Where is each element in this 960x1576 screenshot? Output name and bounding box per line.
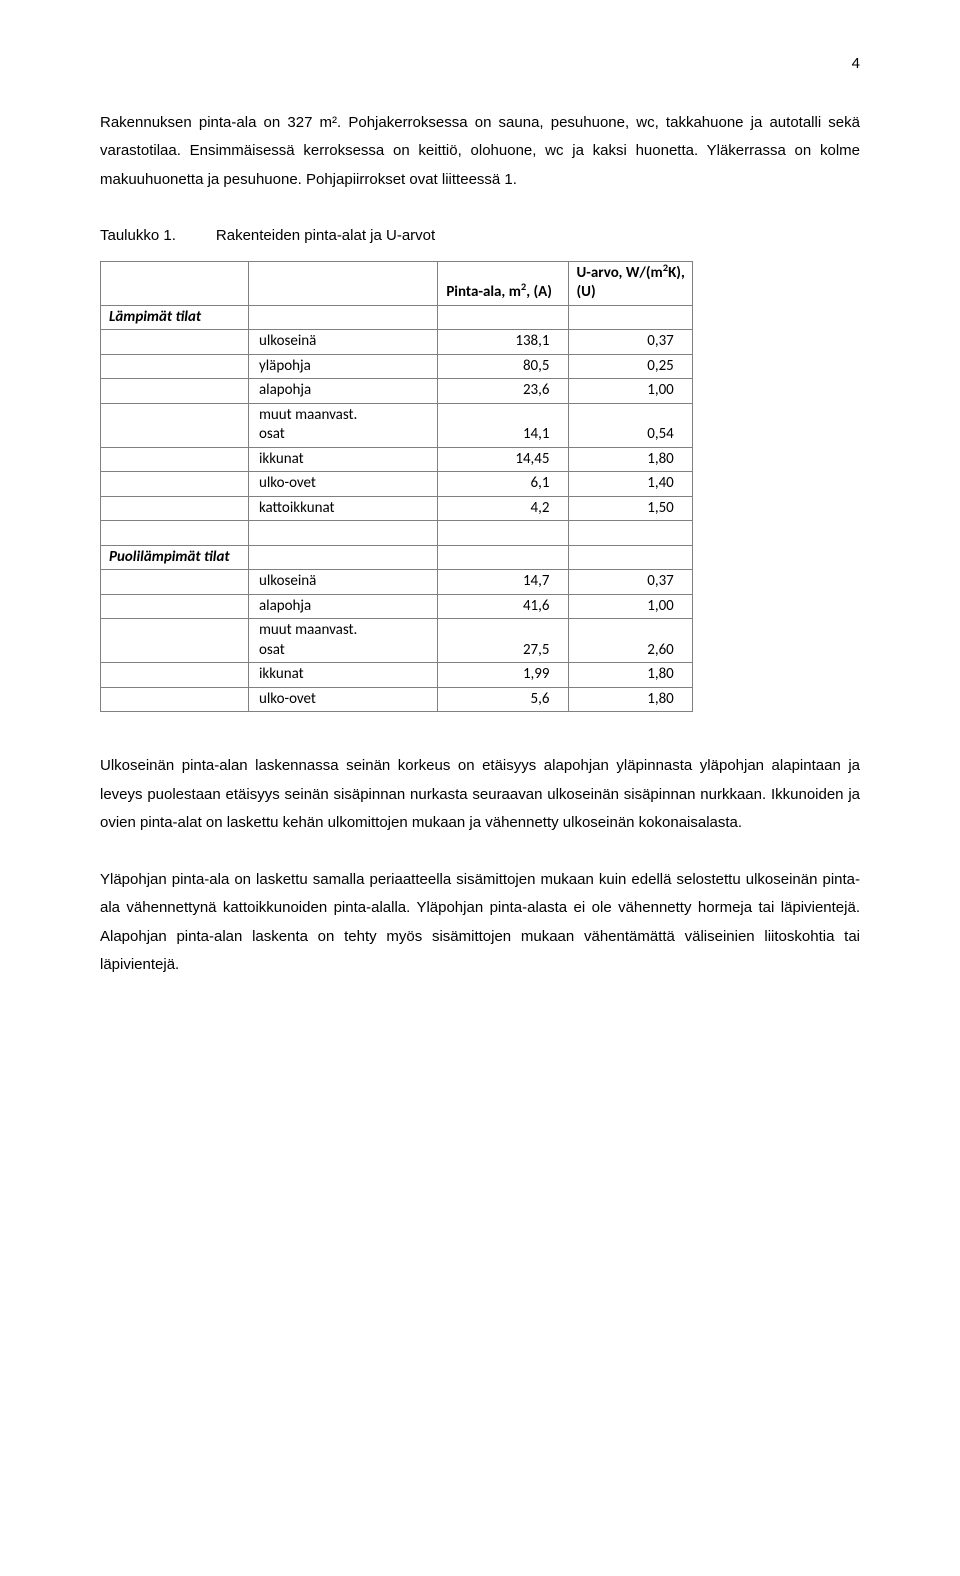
row-area: 138,1 (438, 330, 568, 355)
row-area: 14,45 (438, 447, 568, 472)
row-area: 6,1 (438, 472, 568, 497)
table-row: kattoikkunat 4,2 1,50 (101, 496, 693, 521)
table-row: ulko-ovet 6,1 1,40 (101, 472, 693, 497)
paragraph-wall-area: Ulkoseinän pinta-alan laskennassa seinän… (100, 752, 860, 838)
table-header-row: Pinta-ala, m2, (A) U-arvo, W/(m2K), (U) (101, 261, 693, 305)
row-area: 1,99 (438, 663, 568, 688)
table-row: alapohja 23,6 1,00 (101, 379, 693, 404)
header-empty (248, 261, 437, 305)
page-number: 4 (100, 50, 860, 79)
table-caption-label: Taulukko 1. (100, 227, 176, 244)
row-label: kattoikkunat (248, 496, 437, 521)
row-u: 0,25 (568, 354, 692, 379)
table-row: alapohja 41,6 1,00 (101, 594, 693, 619)
header-empty (101, 261, 249, 305)
paragraph-ceiling-area: Yläpohjan pinta-ala on laskettu samalla … (100, 866, 860, 980)
row-u: 1,80 (568, 447, 692, 472)
row-u: 2,60 (568, 619, 692, 663)
row-area: 14,1 (438, 403, 568, 447)
row-area: 80,5 (438, 354, 568, 379)
row-label: ulko-ovet (248, 687, 437, 712)
row-label: ikkunat (248, 663, 437, 688)
row-u: 1,00 (568, 379, 692, 404)
row-label: ulkoseinä (248, 330, 437, 355)
row-area: 41,6 (438, 594, 568, 619)
row-area: 23,6 (438, 379, 568, 404)
row-area: 5,6 (438, 687, 568, 712)
row-u: 0,54 (568, 403, 692, 447)
intro-paragraph: Rakennuksen pinta-ala on 327 m². Pohjake… (100, 109, 860, 195)
row-label: ikkunat (248, 447, 437, 472)
row-area: 4,2 (438, 496, 568, 521)
section-label: Lämpimät tilat (101, 305, 249, 330)
row-label: muut maanvast.osat (248, 403, 437, 447)
row-label: ulkoseinä (248, 570, 437, 595)
table-caption: Taulukko 1. Rakenteiden pinta-alat ja U-a… (100, 222, 860, 251)
table-row: yläpohja 80,5 0,25 (101, 354, 693, 379)
spacer-row (101, 521, 693, 546)
table-row: muut maanvast.osat 14,1 0,54 (101, 403, 693, 447)
section-label: Puolilämpimät tilat (101, 545, 249, 570)
row-label: alapohja (248, 379, 437, 404)
table-row: ikkunat 14,45 1,80 (101, 447, 693, 472)
row-u: 1,80 (568, 687, 692, 712)
row-label: alapohja (248, 594, 437, 619)
header-area: Pinta-ala, m2, (A) (438, 261, 568, 305)
table-row: ikkunat 1,99 1,80 (101, 663, 693, 688)
table-row: ulko-ovet 5,6 1,80 (101, 687, 693, 712)
structures-table: Pinta-ala, m2, (A) U-arvo, W/(m2K), (U) … (100, 261, 693, 713)
table-row: muut maanvast.osat 27,5 2,60 (101, 619, 693, 663)
section-row: Lämpimät tilat (101, 305, 693, 330)
row-u: 1,80 (568, 663, 692, 688)
row-u: 1,40 (568, 472, 692, 497)
row-u: 0,37 (568, 330, 692, 355)
table-row: ulkoseinä 14,7 0,37 (101, 570, 693, 595)
table-row: ulkoseinä 138,1 0,37 (101, 330, 693, 355)
row-u: 1,50 (568, 496, 692, 521)
row-u: 0,37 (568, 570, 692, 595)
row-area: 14,7 (438, 570, 568, 595)
table-caption-text: Rakenteiden pinta-alat ja U-arvot (216, 227, 435, 244)
row-u: 1,00 (568, 594, 692, 619)
row-label: muut maanvast.osat (248, 619, 437, 663)
row-label: ulko-ovet (248, 472, 437, 497)
row-label: yläpohja (248, 354, 437, 379)
section-row: Puolilämpimät tilat (101, 545, 693, 570)
row-area: 27,5 (438, 619, 568, 663)
header-uvalue: U-arvo, W/(m2K), (U) (568, 261, 692, 305)
